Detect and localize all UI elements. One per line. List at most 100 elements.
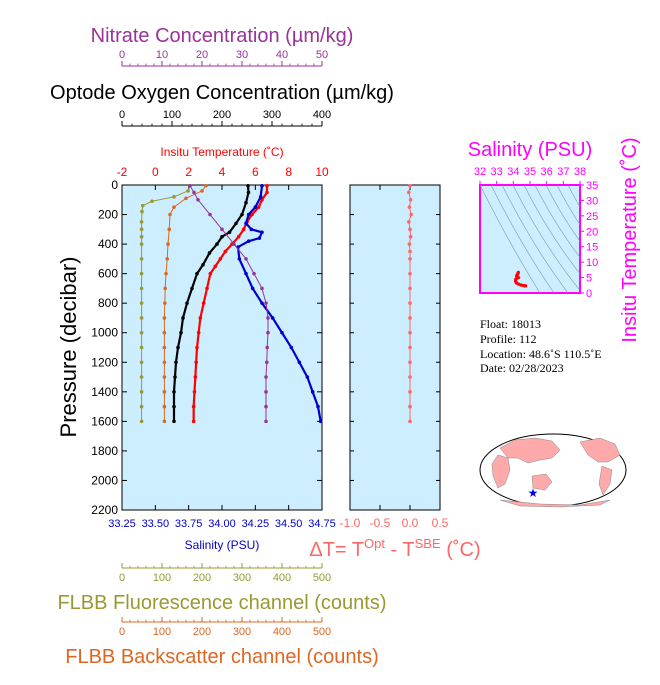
salinity-axis-tick-label: 34.25: [242, 518, 270, 530]
temperature-axis-tick-label: 10: [315, 165, 329, 179]
fluorescence-data-point: [139, 419, 144, 424]
ts-isopycnal-line: [567, 185, 580, 208]
nitrate-axis-tick-label: 20: [196, 49, 208, 61]
fluorescence-data-point: [139, 257, 144, 261]
salinity-axis-tick-label: 33.25: [108, 518, 136, 530]
backscatter-axis-tick-label: 500: [313, 626, 331, 638]
temperature-data-point: [241, 227, 246, 232]
nitrate-data-point: [220, 227, 224, 232]
delta-t-axis-tick-label: 0.0: [402, 516, 419, 530]
temperature-data-point: [193, 375, 198, 379]
salinity-data-point: [260, 230, 264, 235]
continent-asia: [499, 437, 561, 464]
backscatter-data-point: [184, 196, 188, 201]
delta-t-data-point: [409, 212, 414, 217]
backscatter-data-point: [162, 375, 167, 379]
ts-temperature-tick-label: 10: [586, 257, 598, 269]
salinity-axis-tick-label: 33.50: [142, 518, 170, 530]
oxygen-data-point: [173, 375, 177, 379]
backscatter-data-point: [204, 183, 208, 188]
continent-south-america: [598, 465, 613, 496]
salinity-data-point: [305, 375, 310, 379]
nitrate-data-point: [192, 190, 196, 195]
salinity-data-point: [246, 212, 251, 217]
oxygen-data-point: [185, 301, 189, 305]
salinity-data-point: [246, 239, 251, 243]
nitrate-data-point: [264, 375, 268, 379]
salinity-data-point: [289, 345, 294, 350]
salinity-data-point: [249, 227, 254, 232]
pressure-axis-tick-label: 1400: [91, 385, 118, 399]
temperature-data-point: [213, 264, 218, 269]
ts-data-point: [516, 275, 520, 280]
delta-t-line: [408, 185, 412, 422]
oxygen-axis-tick-label: 300: [263, 109, 281, 121]
backscatter-data-point: [162, 345, 167, 350]
ts-temperature-tick-label: 35: [586, 180, 598, 192]
backscatter-data-point: [163, 301, 167, 305]
backscatter-data-point: [167, 227, 171, 232]
ts-isopycnal-line: [545, 185, 580, 242]
pressure-axis-tick-label: 1800: [91, 444, 118, 458]
nitrate-data-point: [264, 390, 268, 394]
nitrate-axis-tick-label: 50: [316, 49, 328, 61]
fluorescence-axis-tick-label: 100: [153, 572, 171, 584]
ts-salinity-tick-label: 33: [491, 166, 503, 178]
fluorescence-axis-tick-label: 400: [273, 572, 291, 584]
salinity-data-point: [316, 404, 320, 409]
ts-salinity-tick-label: 34: [507, 166, 519, 178]
pressure-axis-tick-label: 200: [98, 208, 118, 222]
fluorescence-axis-tick-label: 0: [119, 572, 125, 584]
nitrate-axis: 0 10 20 30 40 50: [119, 49, 328, 67]
oxygen-axis-tick-label: 400: [313, 109, 331, 121]
delta-t-data-point: [408, 345, 412, 350]
salinity-data-point: [260, 183, 264, 188]
backscatter-axis-tick-label: 200: [193, 626, 211, 638]
nitrate-data-point: [266, 330, 270, 335]
profile-number: Profile: 112: [480, 332, 537, 346]
fluorescence-data-point: [139, 227, 144, 232]
nitrate-data-point: [264, 301, 268, 305]
delta-t-plot-area: [349, 184, 441, 511]
oxygen-data-point: [190, 286, 194, 291]
delta-t-data-point: [408, 249, 412, 254]
backscatter-axis-tick-label: 0: [119, 626, 125, 638]
backscatter-axis-title: FLBB Backscatter channel (counts): [65, 646, 378, 668]
delta-t-plot-axes: -1.0 -0.5 0.0 0.5: [340, 184, 449, 530]
delta-t-data-point: [408, 404, 412, 409]
backscatter-data-point: [172, 205, 176, 209]
ts-isopycnals: [480, 185, 580, 293]
ts-salinity-tick-label: 32: [474, 166, 486, 178]
nitrate-data-point: [265, 345, 270, 350]
temperature-data-point: [195, 345, 199, 350]
temperature-axis-tick-label: 0: [152, 165, 159, 179]
fluorescence-data-point: [139, 286, 144, 291]
temperature-data-point: [191, 419, 196, 424]
delta-t-data-point: [408, 330, 412, 335]
salinity-data-point: [270, 316, 275, 320]
ts-isopycnal-line: [501, 185, 569, 293]
backscatter-data-point: [162, 419, 167, 424]
salinity-data-point: [244, 271, 248, 276]
oxygen-data-point: [246, 190, 251, 195]
salinity-data-point: [297, 360, 302, 365]
nitrate-data-point: [208, 212, 212, 217]
delta-t-data-point: [408, 227, 412, 232]
nitrate-data-point: [252, 271, 256, 276]
oxygen-data-point: [179, 330, 183, 335]
backscatter-data-point: [162, 316, 167, 320]
temperature-axis-tick-label: -2: [117, 165, 128, 179]
fluorescence-data-point: [139, 390, 144, 394]
nitrate-data-point: [266, 316, 270, 320]
ts-plot-axes: 32 33 34 35 36 37 38 0 5 10 15 20 25 30 35: [474, 166, 598, 300]
backscatter-data-point: [200, 189, 204, 193]
fluorescence-axis-tick-label: 200: [193, 572, 211, 584]
ts-temperature-tick-label: 15: [586, 242, 598, 254]
fluorescence-data-point: [139, 316, 144, 320]
nitrate-axis-tick-label: 10: [156, 49, 168, 61]
fluorescence-data-point: [150, 199, 154, 204]
pressure-axis-tick-label: 1600: [91, 414, 118, 428]
salinity-axis-tick-label: 33.75: [175, 518, 203, 530]
temperature-data-point: [192, 390, 197, 394]
nitrate-data-point: [264, 419, 268, 424]
